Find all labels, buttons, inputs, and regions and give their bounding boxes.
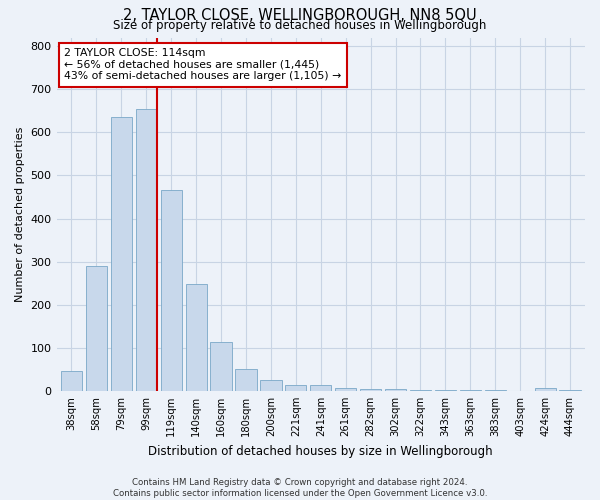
Bar [285,385,307,391]
Bar [136,108,157,391]
Bar [535,388,556,391]
Bar [185,284,207,391]
Bar [385,389,406,391]
Bar [435,390,456,391]
Y-axis label: Number of detached properties: Number of detached properties [15,126,25,302]
Bar [235,368,257,391]
Text: Contains HM Land Registry data © Crown copyright and database right 2024.
Contai: Contains HM Land Registry data © Crown c… [113,478,487,498]
Text: 2, TAYLOR CLOSE, WELLINGBOROUGH, NN8 5QU: 2, TAYLOR CLOSE, WELLINGBOROUGH, NN8 5QU [123,8,477,22]
Bar [161,190,182,391]
Bar [410,390,431,391]
Bar [360,389,381,391]
Text: 2 TAYLOR CLOSE: 114sqm
← 56% of detached houses are smaller (1,445)
43% of semi-: 2 TAYLOR CLOSE: 114sqm ← 56% of detached… [64,48,342,82]
Bar [310,386,331,391]
Bar [260,380,281,391]
Bar [211,342,232,391]
Bar [61,370,82,391]
X-axis label: Distribution of detached houses by size in Wellingborough: Distribution of detached houses by size … [148,444,493,458]
Text: Size of property relative to detached houses in Wellingborough: Size of property relative to detached ho… [113,18,487,32]
Bar [86,266,107,391]
Bar [111,117,132,391]
Bar [335,388,356,391]
